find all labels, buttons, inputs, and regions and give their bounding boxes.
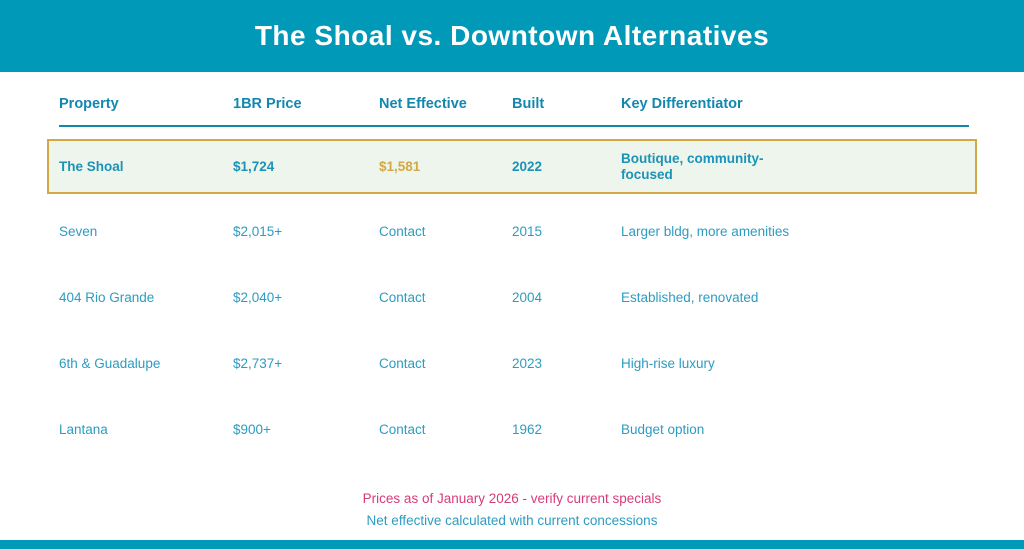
cell-differentiator: Established, renovated [621, 290, 759, 306]
cell-differentiator: Budget option [621, 422, 705, 438]
page-title: The Shoal vs. Downtown Alternatives [254, 20, 770, 51]
column-header-key-differentiator: Key Differentiator [621, 96, 743, 112]
cell-property: 6th & Guadalupe [59, 356, 161, 372]
cell-differentiator: Larger bldg, more amenities [621, 224, 790, 240]
cell-net-effective: Contact [379, 224, 426, 240]
cell-built: 2023 [512, 356, 543, 372]
cell-price: $2,737+ [233, 356, 283, 372]
column-header-property: Property [59, 96, 119, 112]
header-divider [59, 125, 969, 127]
cell-property: 404 Rio Grande [59, 290, 155, 306]
cell-price: $900+ [233, 422, 271, 438]
cell-price: $1,724 [233, 158, 275, 174]
cell-net-effective: Contact [379, 422, 426, 438]
cell-net-effective: Contact [379, 290, 426, 306]
cell-net-effective: Contact [379, 356, 426, 372]
table-header-row: Property 1BR Price Net Effective Built K… [47, 72, 977, 112]
column-header-net-effective: Net Effective [379, 96, 467, 112]
bottom-accent-bar [0, 540, 1024, 549]
cell-differentiator: Boutique, community-focused [621, 150, 764, 182]
cell-net-effective: $1,581 [379, 158, 421, 174]
cell-built: 2022 [512, 158, 543, 174]
table-row-404-rio-grande: 404 Rio Grande $2,040+ Contact 2004 Esta… [47, 265, 977, 331]
footnote-net-effective: Net effective calculated with current co… [366, 513, 658, 528]
cell-price: $2,015+ [233, 224, 283, 240]
footnotes: Prices as of January 2026 - verify curre… [47, 488, 977, 532]
cell-property: The Shoal [59, 158, 124, 174]
cell-price: $2,040+ [233, 290, 283, 306]
cell-built: 1962 [512, 422, 543, 438]
title-banner: The Shoal vs. Downtown Alternatives [0, 0, 1024, 72]
cell-property: Seven [59, 224, 98, 240]
cell-property: Lantana [59, 422, 108, 438]
cell-built: 2004 [512, 290, 543, 306]
column-header-built: Built [512, 96, 545, 112]
table-row-6th-and-guadalupe: 6th & Guadalupe $2,737+ Contact 2023 Hig… [47, 331, 977, 397]
column-header-1br-price: 1BR Price [233, 96, 302, 112]
table-row-seven: Seven $2,015+ Contact 2015 Larger bldg, … [47, 199, 977, 265]
footnote-prices-disclaimer: Prices as of January 2026 - verify curre… [362, 491, 662, 506]
cell-built: 2015 [512, 224, 543, 240]
table-row-lantana: Lantana $900+ Contact 1962 Budget option [47, 397, 977, 463]
table-body: Seven $2,015+ Contact 2015 Larger bldg, … [47, 199, 977, 463]
comparison-table: Property 1BR Price Net Effective Built K… [47, 72, 977, 532]
cell-differentiator: High-rise luxury [621, 356, 715, 372]
table-row-highlighted-the-shoal: The Shoal $1,724 $1,581 2022 Boutique, c… [47, 139, 977, 194]
